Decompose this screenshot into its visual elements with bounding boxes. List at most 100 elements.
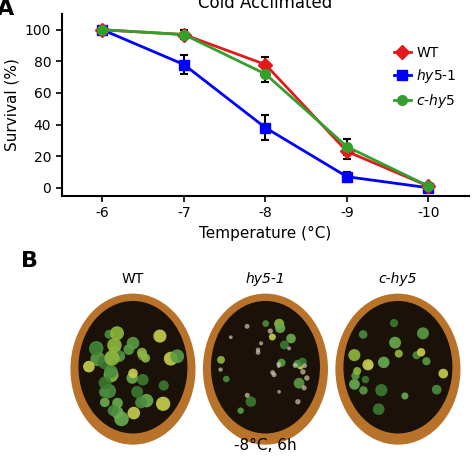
Point — [142, 354, 149, 362]
Point — [351, 351, 358, 359]
Point — [227, 334, 235, 341]
Point — [257, 340, 265, 347]
Text: WT: WT — [122, 272, 144, 286]
Point — [139, 352, 146, 359]
Point — [299, 358, 306, 366]
Point — [114, 409, 121, 417]
Point — [292, 362, 299, 369]
Point — [360, 387, 367, 394]
Point — [130, 409, 137, 417]
Text: c-hy5: c-hy5 — [379, 272, 417, 286]
Legend: WT, $\mathit{hy5}$-$\mathit{1}$, $\mathit{c}$-$\mathit{hy5}$: WT, $\mathit{hy5}$-$\mathit{1}$, $\mathi… — [389, 40, 462, 115]
Point — [401, 392, 409, 400]
Point — [275, 361, 283, 368]
Point — [269, 369, 276, 376]
Point — [101, 358, 109, 366]
Point — [109, 407, 117, 414]
Point — [108, 354, 116, 362]
Point — [254, 349, 262, 356]
Point — [266, 327, 274, 335]
Point — [270, 371, 278, 378]
Point — [116, 352, 123, 360]
Ellipse shape — [211, 302, 319, 433]
Point — [269, 333, 276, 341]
Point — [243, 322, 251, 330]
Text: B: B — [21, 251, 38, 271]
Text: hy5-1: hy5-1 — [246, 272, 285, 286]
Point — [94, 355, 101, 363]
Y-axis label: Survival (%): Survival (%) — [4, 58, 19, 151]
Point — [254, 346, 262, 354]
Point — [173, 353, 181, 360]
Ellipse shape — [79, 302, 187, 433]
Point — [118, 415, 125, 423]
Point — [237, 407, 245, 414]
Point — [375, 405, 383, 413]
Text: -8°C, 6h: -8°C, 6h — [234, 438, 297, 453]
Ellipse shape — [337, 295, 459, 443]
Point — [299, 368, 307, 376]
Point — [114, 399, 121, 407]
Point — [222, 375, 230, 383]
Point — [301, 362, 309, 370]
Ellipse shape — [72, 295, 194, 443]
Point — [160, 382, 167, 389]
Point — [101, 398, 109, 406]
Point — [247, 398, 255, 405]
X-axis label: Temperature (°C): Temperature (°C) — [199, 226, 332, 240]
Point — [217, 356, 225, 363]
Point — [303, 374, 310, 382]
Point — [433, 386, 440, 393]
Point — [138, 349, 146, 356]
Point — [380, 359, 388, 366]
Point — [125, 346, 133, 353]
Point — [281, 341, 288, 349]
Point — [111, 349, 118, 356]
Point — [128, 374, 136, 382]
Point — [85, 363, 92, 370]
Point — [105, 330, 113, 338]
Point — [217, 366, 224, 373]
Point — [143, 397, 150, 404]
Point — [419, 329, 427, 337]
Point — [378, 386, 385, 394]
Point — [129, 339, 137, 347]
Point — [365, 362, 373, 369]
Point — [391, 339, 399, 346]
Point — [301, 384, 308, 391]
Point — [287, 335, 295, 342]
Point — [364, 361, 372, 369]
Title: Cold Acclimated: Cold Acclimated — [198, 0, 333, 13]
Point — [133, 388, 141, 396]
Point — [359, 331, 367, 338]
Point — [352, 372, 359, 379]
Point — [139, 376, 146, 384]
Point — [107, 371, 115, 378]
Point — [423, 357, 430, 365]
Point — [105, 387, 113, 395]
Point — [395, 350, 402, 357]
Point — [278, 359, 285, 366]
Point — [262, 320, 270, 327]
Point — [417, 349, 425, 356]
Point — [129, 370, 137, 377]
Point — [244, 391, 251, 399]
Point — [156, 332, 164, 340]
Point — [110, 342, 118, 349]
Point — [285, 345, 293, 352]
Point — [92, 344, 100, 352]
Point — [276, 324, 284, 332]
Point — [137, 399, 145, 406]
Point — [275, 320, 283, 328]
Ellipse shape — [204, 295, 327, 443]
Point — [295, 379, 303, 387]
Text: A: A — [0, 0, 14, 20]
Point — [113, 329, 121, 337]
Point — [101, 379, 109, 386]
Point — [390, 319, 398, 327]
Point — [439, 370, 447, 377]
Point — [159, 400, 167, 407]
Point — [354, 367, 361, 375]
Ellipse shape — [344, 302, 452, 433]
Point — [413, 351, 420, 359]
